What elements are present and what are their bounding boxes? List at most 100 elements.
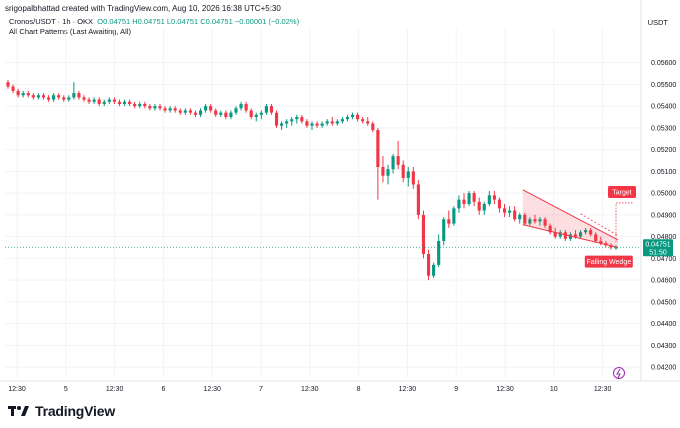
candle-body xyxy=(183,110,187,113)
candle xyxy=(386,164,390,185)
candle-body xyxy=(406,171,410,178)
candle-body xyxy=(46,97,51,100)
candle xyxy=(46,95,51,102)
candle xyxy=(264,103,268,115)
candle-body xyxy=(41,95,46,98)
indicator-label[interactable]: All Chart Patterns (Last Awaiting, All) xyxy=(9,27,131,36)
wedge-upper-line xyxy=(522,189,619,241)
candle xyxy=(376,127,380,200)
candle xyxy=(568,232,572,241)
candle-body xyxy=(335,121,339,124)
candle xyxy=(345,114,350,122)
candle-body xyxy=(533,219,537,222)
candle xyxy=(62,95,66,102)
candle-body xyxy=(472,193,476,202)
candle-body xyxy=(330,121,334,124)
candle xyxy=(563,230,567,241)
candle-body xyxy=(285,121,289,124)
candle-body xyxy=(356,114,360,120)
candle-body xyxy=(138,103,142,107)
candle xyxy=(133,101,137,109)
candle-body xyxy=(21,93,25,96)
candle-body xyxy=(386,169,390,176)
y-tick-label: 0.04600 xyxy=(651,278,676,285)
candle-body xyxy=(239,103,243,109)
candle-body xyxy=(143,103,147,107)
falling-wedge-label: Falling Wedge xyxy=(586,259,631,266)
candle-body xyxy=(31,95,35,98)
candle xyxy=(325,119,329,126)
candle-body xyxy=(366,121,370,124)
candle xyxy=(528,217,532,226)
candle xyxy=(310,121,314,131)
candle xyxy=(406,167,410,187)
candle-body xyxy=(320,123,324,126)
candle xyxy=(117,99,122,107)
candle xyxy=(153,103,157,111)
candle xyxy=(198,108,203,117)
current-price-tag-box xyxy=(643,239,673,257)
candle xyxy=(437,234,441,268)
candle xyxy=(472,190,476,207)
candle xyxy=(254,112,258,122)
candle xyxy=(112,97,116,104)
candle xyxy=(72,82,76,100)
candle-body xyxy=(92,99,96,102)
candle xyxy=(335,119,339,126)
candle xyxy=(305,119,309,128)
candle-body xyxy=(310,123,314,126)
candle-body xyxy=(36,95,40,98)
candle-body xyxy=(609,245,613,248)
candle-body xyxy=(188,110,192,113)
candle xyxy=(432,262,436,278)
y-tick-label: 0.05300 xyxy=(651,125,676,132)
candle-body xyxy=(72,93,76,98)
candle-body xyxy=(133,103,137,107)
candle xyxy=(188,108,192,115)
candle-body xyxy=(487,195,491,204)
candle xyxy=(421,210,426,259)
tradingview-logo[interactable]: TradingView xyxy=(8,403,115,419)
candle xyxy=(502,204,507,218)
y-tick-label: 0.04800 xyxy=(651,234,676,241)
candle xyxy=(259,110,263,120)
replay-icon-circle xyxy=(613,367,625,379)
candle-body xyxy=(315,123,319,126)
candle-body xyxy=(290,119,294,122)
candle-body xyxy=(467,193,471,204)
candle-body xyxy=(578,232,583,237)
candle xyxy=(57,93,61,100)
candle xyxy=(300,114,304,124)
candle xyxy=(508,206,512,218)
candle xyxy=(356,112,360,122)
candle xyxy=(41,93,46,100)
falling-wedge-label-box xyxy=(584,255,633,268)
candle xyxy=(442,217,446,246)
candle-body xyxy=(26,93,30,96)
candle-body xyxy=(437,240,441,265)
x-tick-label: 7 xyxy=(259,386,263,393)
candle xyxy=(543,217,547,228)
candle xyxy=(452,206,456,226)
candle xyxy=(87,97,91,104)
y-tick-label: 0.04300 xyxy=(651,343,676,350)
candle xyxy=(67,95,71,102)
bar-countdown: 51:50 xyxy=(649,249,667,256)
candle-body xyxy=(117,101,122,104)
candle-body xyxy=(52,95,56,100)
candles xyxy=(6,80,618,281)
current-price-value: 0.04751 xyxy=(645,241,670,248)
candle-body xyxy=(432,264,436,276)
y-tick-label: 0.05500 xyxy=(651,82,676,89)
candle-body xyxy=(376,130,380,168)
candle xyxy=(138,101,142,109)
candle-body xyxy=(264,106,268,113)
symbol-label[interactable]: Cronos/USDT · 1h · OKX xyxy=(9,17,94,26)
candle xyxy=(558,230,562,239)
tradingview-logo-icon xyxy=(8,406,29,416)
candle-body xyxy=(457,199,461,209)
candle-body xyxy=(391,156,395,170)
candle xyxy=(21,90,25,98)
